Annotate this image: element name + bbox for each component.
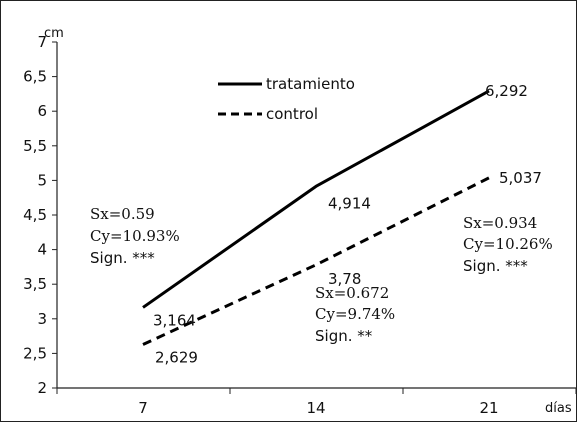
stat-sign-2: Sign. ** (315, 327, 373, 345)
y-tick-label: 5 (37, 171, 47, 189)
stat-sign-1: Sign. *** (90, 249, 155, 267)
legend: tratamiento control (218, 75, 355, 123)
stat-cy-2: Cy=9.74% (315, 305, 395, 323)
data-label-control: 3,78 (328, 270, 361, 288)
y-tick-label: 7 (37, 33, 47, 51)
stat-cy-3: Cy=10.26% (463, 235, 553, 253)
y-tick-label: 4 (37, 241, 47, 259)
data-label-tratamiento: 6,292 (485, 82, 528, 100)
data-label-tratamiento: 4,914 (328, 194, 371, 212)
series-layer (142, 89, 490, 346)
data-label-control: 2,629 (155, 348, 198, 366)
data-labels: 3,164 4,914 6,292 2,629 3,78 5,037 (153, 82, 542, 366)
x-axis-ticks: 7 14 21 (56, 388, 577, 417)
y-tick-label: 4,5 (23, 206, 47, 224)
legend-label-tratamiento: tratamiento (266, 75, 355, 93)
stat-annotation-3: Sx=0.934 Cy=10.26% Sign. *** (463, 214, 553, 275)
x-tick-label: 14 (306, 399, 325, 417)
y-tick-label: 5,5 (23, 137, 47, 155)
y-tick-label: 3 (37, 310, 47, 328)
y-tick-label: 2 (37, 379, 47, 397)
x-axis-unit-label: días (545, 401, 572, 416)
data-label-control: 5,037 (499, 169, 542, 187)
stat-annotation-2: Sx=0.672 Cy=9.74% Sign. ** (315, 284, 395, 345)
stat-sx-1: Sx=0.59 (90, 205, 155, 223)
y-tick-label: 3,5 (23, 275, 47, 293)
x-tick-label: 21 (479, 399, 498, 417)
y-axis-ticks: 2 2,5 3 3,5 4 4,5 5 5,5 6 6,5 7 (23, 33, 57, 397)
series-line-control (142, 176, 490, 346)
y-tick-label: 2,5 (23, 344, 47, 362)
stat-cy-1: Cy=10.93% (90, 227, 180, 245)
y-tick-label: 6 (37, 102, 47, 120)
x-tick-label: 7 (138, 399, 148, 417)
y-tick-label: 6,5 (23, 68, 47, 86)
stat-sx-2: Sx=0.672 (315, 284, 389, 302)
y-axis-unit-label: cm (44, 26, 64, 41)
legend-label-control: control (266, 105, 318, 123)
data-label-tratamiento: 3,164 (153, 311, 196, 329)
stat-sx-3: Sx=0.934 (463, 214, 537, 232)
series-line-tratamiento (142, 89, 490, 309)
stat-annotation-1: Sx=0.59 Cy=10.93% Sign. *** (90, 205, 180, 267)
stat-sign-3: Sign. *** (463, 257, 528, 275)
